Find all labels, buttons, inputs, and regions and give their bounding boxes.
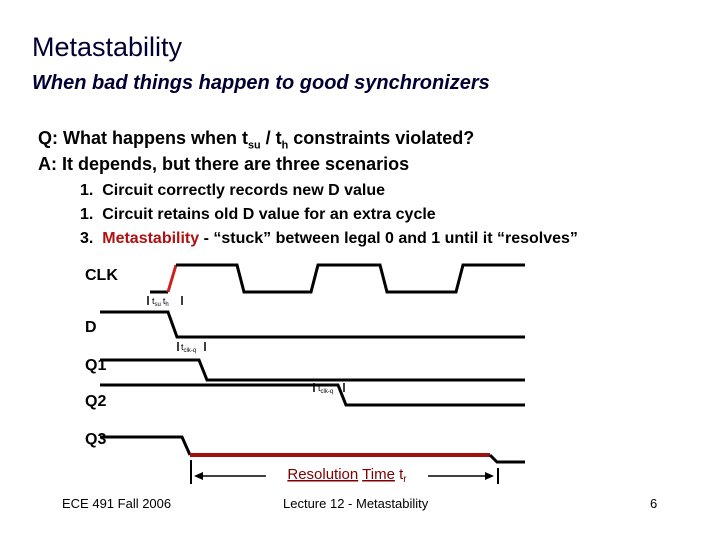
text: / t <box>260 128 282 148</box>
text: constraints violated? <box>288 128 475 148</box>
number: 1. <box>80 206 94 223</box>
answer: A: It depends, but there are three scena… <box>38 154 410 174</box>
sub: su <box>248 139 261 152</box>
text: t <box>163 296 166 306</box>
footer-left: ECE 491 Fall 2006 <box>62 496 172 511</box>
title: Metastability <box>32 32 183 62</box>
highlight: Metastability <box>102 230 200 247</box>
sub: r <box>403 474 407 485</box>
sub: clk-q <box>184 348 197 354</box>
clk-edge <box>166 264 178 293</box>
q3-wave <box>100 435 192 456</box>
annotation: tsu th <box>152 296 169 308</box>
d-wave <box>100 310 525 339</box>
resolution-label: Resolution Time tr <box>287 466 407 485</box>
signal-label: Q3 <box>85 431 106 448</box>
sub: clk-q <box>321 389 334 395</box>
q1-wave <box>100 358 525 382</box>
sub: h <box>165 302 168 308</box>
text: Resolution <box>287 466 358 483</box>
q3-wave <box>488 453 525 464</box>
text: Circuit retains old D value for an extra… <box>102 206 436 223</box>
annotation: tclk-q <box>181 342 196 354</box>
arrowhead <box>194 472 203 480</box>
list-item: 1. Circuit retains old D value for an ex… <box>80 206 436 224</box>
text: t <box>399 466 404 483</box>
signal-label: Q2 <box>85 393 106 410</box>
arrowhead <box>485 472 494 480</box>
signal-label: D <box>85 319 97 336</box>
text: Q: What happens when t <box>38 128 248 148</box>
list-item: 3. Metastability - “stuck” between legal… <box>80 230 578 248</box>
page-number: 6 <box>650 496 658 511</box>
question: Q: What happens when tsu / th constraint… <box>38 128 474 152</box>
sub: su <box>155 302 161 308</box>
q2-wave <box>100 383 525 407</box>
text: t <box>181 342 184 352</box>
number: 3. <box>80 230 94 247</box>
text: Time <box>362 466 395 483</box>
number: 1. <box>80 182 94 199</box>
list-item: 1. Circuit correctly records new D value <box>80 182 385 200</box>
footer-center: Lecture 12 - Metastability <box>283 496 429 511</box>
text: - “stuck” between legal 0 and 1 until it… <box>199 230 578 247</box>
clk-wave <box>176 263 525 294</box>
text: t <box>152 296 155 306</box>
sub: h <box>281 139 289 152</box>
signal-label: CLK <box>85 267 118 284</box>
subtitle: When bad things happen to good synchroni… <box>32 72 490 94</box>
text: t <box>318 383 321 393</box>
text: Circuit correctly records new D value <box>102 182 386 199</box>
annotation: tclk-q <box>318 383 333 395</box>
